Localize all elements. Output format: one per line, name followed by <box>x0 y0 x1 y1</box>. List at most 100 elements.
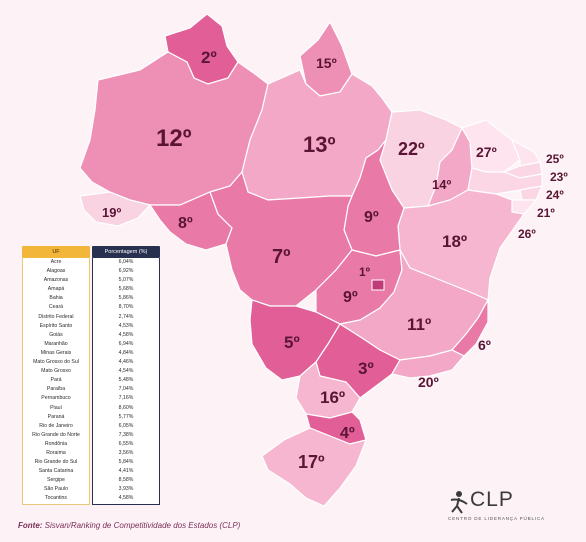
uf-cells: Acre Alagoas Amazonas Amapá Bahia Ceará Distri… <box>22 258 90 505</box>
rank-label-pi: 14º <box>432 177 451 192</box>
state-rs <box>261 427 367 507</box>
rank-label-mg: 11º <box>407 315 431 334</box>
table-cell-uf: Roraima <box>46 449 66 456</box>
table-cell-uf: Minas Gerais <box>40 349 72 356</box>
rank-label-es: 6º <box>478 337 491 353</box>
table-cell-pct: 4,46% <box>118 359 134 366</box>
rank-label-se: 26º <box>518 227 536 241</box>
clp-figure-icon <box>450 491 468 514</box>
table-cell-pct: 6,94% <box>118 340 134 347</box>
table-cell-pct: 6,92% <box>118 268 134 275</box>
table-cell-pct: 5,77% <box>118 413 134 420</box>
table-cell-pct: 5,86% <box>118 295 134 302</box>
rank-label-mt: 7º <box>272 246 290 268</box>
clp-logo: CLP CENTRO DE LIDERANÇA PÚBLICA <box>448 488 568 528</box>
table-cell-pct: 2,74% <box>118 313 134 320</box>
state-se <box>511 199 538 215</box>
table-cell-uf: Rondônia <box>44 440 68 447</box>
rank-label-rs: 17º <box>298 452 325 472</box>
table-cell-pct: 5,84% <box>118 459 134 466</box>
table-cell-uf: São Paulo <box>44 486 68 493</box>
rank-label-ro: 8º <box>178 215 193 232</box>
table-cell-pct: 4,58% <box>118 331 134 338</box>
rank-label-pa: 13º <box>303 132 336 157</box>
table-cell-uf: Mato Grosso do Sul <box>33 359 79 366</box>
table-cell-uf: Rio de Janeiro <box>39 422 73 429</box>
rank-label-sp: 3º <box>358 359 374 378</box>
state-rj <box>391 349 465 379</box>
rank-label-ba: 18º <box>442 232 467 251</box>
table-cell-pct: 3,56% <box>118 449 134 456</box>
rank-label-ce: 27º <box>476 144 497 160</box>
table-cell-uf: Piauí <box>50 404 62 411</box>
logo-word: CLP <box>470 488 514 511</box>
table-cell-uf: Amazonas <box>43 277 69 284</box>
pct-column: Porcentagem (%) 6,04% 6,92% 5,07% 5,68% 5,86… <box>92 246 160 505</box>
rank-label-ap: 15º <box>316 55 337 71</box>
rank-label-ma: 22º <box>398 139 425 159</box>
state-pe <box>467 167 543 195</box>
table-cell-pct: 4,84% <box>118 349 134 356</box>
rank-label-pb: 23º <box>550 170 568 184</box>
table-cell-uf: Santa Catarina <box>38 468 74 475</box>
table-cell-pct: 4,53% <box>118 322 134 329</box>
table-cell-uf: Rio Grande do Norte <box>32 431 80 438</box>
rank-label-pr: 16º <box>320 388 345 407</box>
uf-header: UF <box>22 246 90 258</box>
table-cell-pct: 7,16% <box>118 395 134 402</box>
table-cell-uf: Maranhão <box>44 340 68 347</box>
table-cell-uf: Mato Grosso <box>41 368 71 375</box>
table-cell-uf: Espírito Santo <box>39 322 73 329</box>
table-cell-pct: 6,05% <box>118 422 134 429</box>
source-text: Sisvan/Ranking de Competitividade dos Es… <box>44 521 241 530</box>
table-cell-pct: 8,58% <box>118 477 134 484</box>
table-cell-uf: Sergipe <box>47 477 65 484</box>
rank-label-am: 12º <box>156 125 192 152</box>
table-cell-pct: 5,48% <box>118 377 134 384</box>
table-cell-uf: Tocantins <box>45 495 67 502</box>
table-cell-uf: Pará <box>50 377 62 384</box>
table-cell-pct: 3,93% <box>118 486 134 493</box>
rank-label-go: 9º <box>343 289 358 306</box>
rank-label-rr: 2º <box>201 48 217 67</box>
table-cell-pct: 8,70% <box>118 304 134 311</box>
table-cell-uf: Pernambuco <box>41 395 71 402</box>
state-pr <box>295 360 361 419</box>
rank-label-rn: 25º <box>546 152 564 166</box>
pct-header: Porcentagem (%) <box>92 246 160 258</box>
state-ac <box>79 191 152 227</box>
table-cell-uf: Goiás <box>49 331 63 338</box>
table-cell-uf: Rio Grande do Sul <box>34 459 78 466</box>
table-cell-pct: 4,58% <box>118 495 134 502</box>
rank-label-ac: 19º <box>102 205 121 220</box>
table-cell-pct: 7,04% <box>118 386 134 393</box>
rank-label-rj: 20º <box>418 374 439 390</box>
table-cell-pct: 8,60% <box>118 404 134 411</box>
table-cell-uf: Ceará <box>48 304 64 311</box>
table-cell-pct: 4,41% <box>118 468 134 475</box>
rank-label-ms: 5º <box>284 333 300 352</box>
table-cell-pct: 5,07% <box>118 277 134 284</box>
table-cell-uf: Acre <box>50 259 62 265</box>
table-cell-uf: Alagoas <box>46 268 66 275</box>
rank-label-df: 1º <box>359 265 371 279</box>
table-cell-pct: 6,55% <box>118 440 134 447</box>
table-cell-pct: 7,38% <box>118 431 134 438</box>
uf-column: UF Acre Alagoas Amazonas Amapá Bahia Ceará Dis… <box>22 246 90 505</box>
rank-label-pe: 24º <box>546 188 564 202</box>
source-label: Fonte: <box>18 521 43 530</box>
table-cell-uf: Bahia <box>49 295 63 302</box>
table-cell-uf: Amapá <box>47 286 65 293</box>
table-cell-pct: 6,04% <box>118 259 134 265</box>
rank-label-to: 9º <box>364 209 379 226</box>
table-cell-uf: Distrito Federal <box>38 313 74 320</box>
table-cell-pct: 5,68% <box>118 286 134 293</box>
table-cell-pct: 4,54% <box>118 368 134 375</box>
pct-cells: 6,04% 6,92% 5,07% 5,68% 5,86% 8,70% 2,74% 4,53%… <box>92 258 160 505</box>
logo-subtitle: CENTRO DE LIDERANÇA PÚBLICA <box>448 516 545 521</box>
rank-label-sc: 4º <box>340 425 355 442</box>
table-cell-uf: Paraíba <box>46 386 66 393</box>
table-cell-uf: Paraná <box>47 413 65 420</box>
rank-label-al: 21º <box>537 206 555 220</box>
